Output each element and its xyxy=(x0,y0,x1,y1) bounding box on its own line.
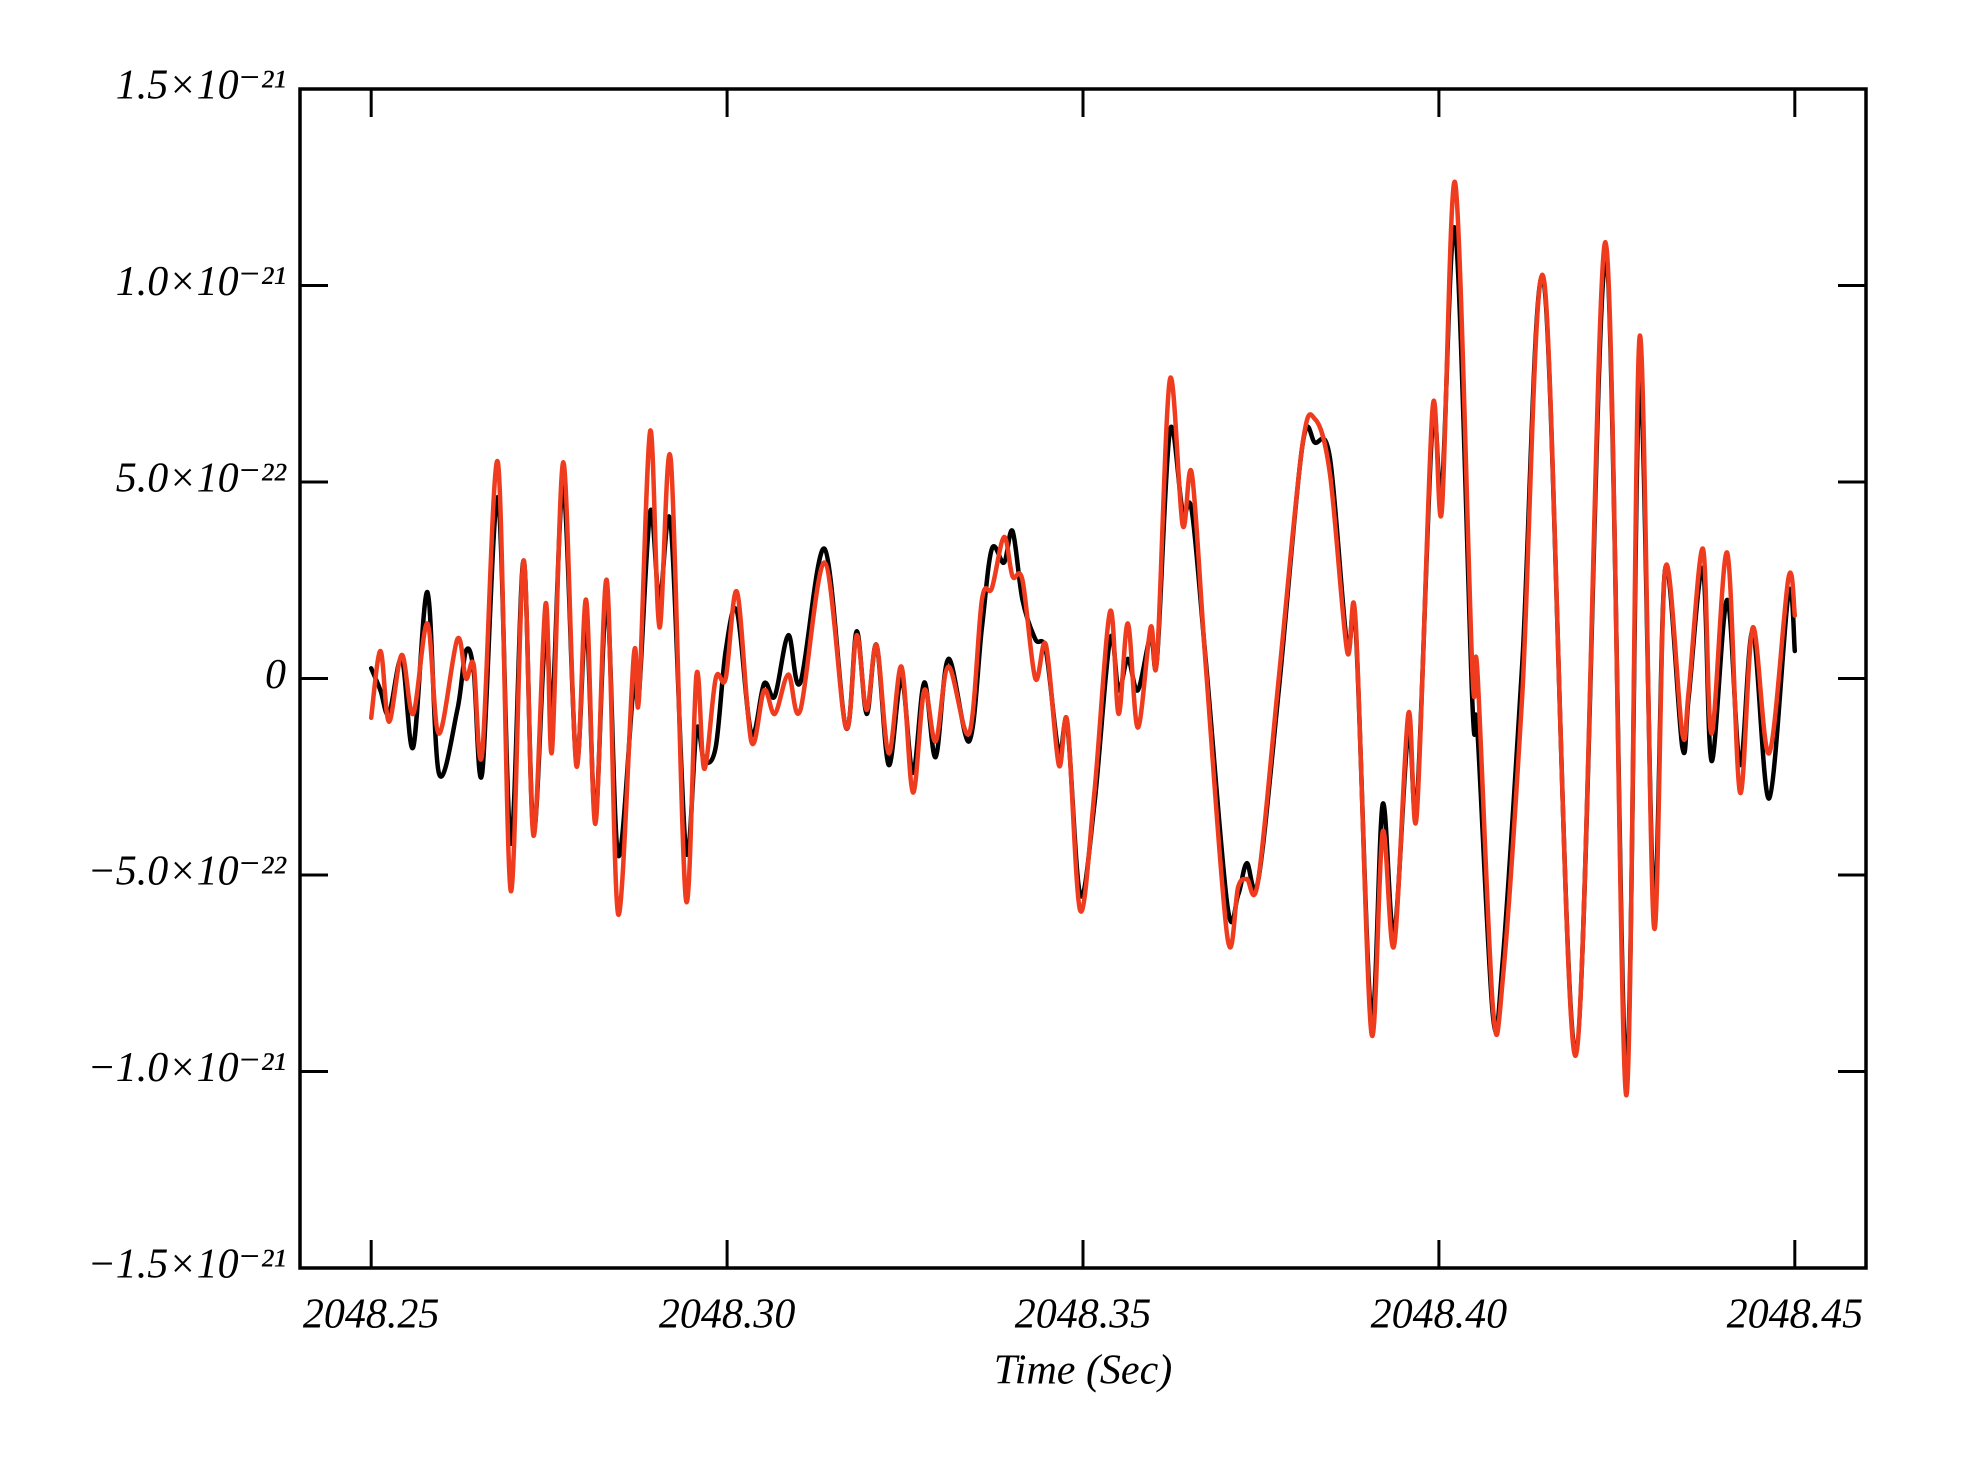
y-tick-label: −1.5×10⁻²¹ xyxy=(87,1242,286,1288)
x-tick-label: 2048.25 xyxy=(303,1292,440,1338)
y-tick-label: −1.0×10⁻²¹ xyxy=(87,1045,286,1091)
y-tick-label: 1.5×10⁻²¹ xyxy=(116,63,286,109)
x-tick-label: 2048.35 xyxy=(1015,1292,1152,1338)
x-tick-label: 2048.45 xyxy=(1727,1292,1864,1338)
y-tick-label: 5.0×10⁻²² xyxy=(116,456,288,502)
x-tick-label: 2048.40 xyxy=(1371,1292,1508,1338)
plot-frame xyxy=(298,87,1868,1270)
y-tick-label: 1.0×10⁻²¹ xyxy=(116,259,286,305)
y-tick-label: 0 xyxy=(265,652,286,698)
data-line xyxy=(368,179,1798,1098)
x-tick-label: 2048.30 xyxy=(659,1292,796,1338)
y-tick-label: −5.0×10⁻²² xyxy=(87,849,287,895)
x-axis-label: Time (Sec) xyxy=(994,1348,1172,1394)
